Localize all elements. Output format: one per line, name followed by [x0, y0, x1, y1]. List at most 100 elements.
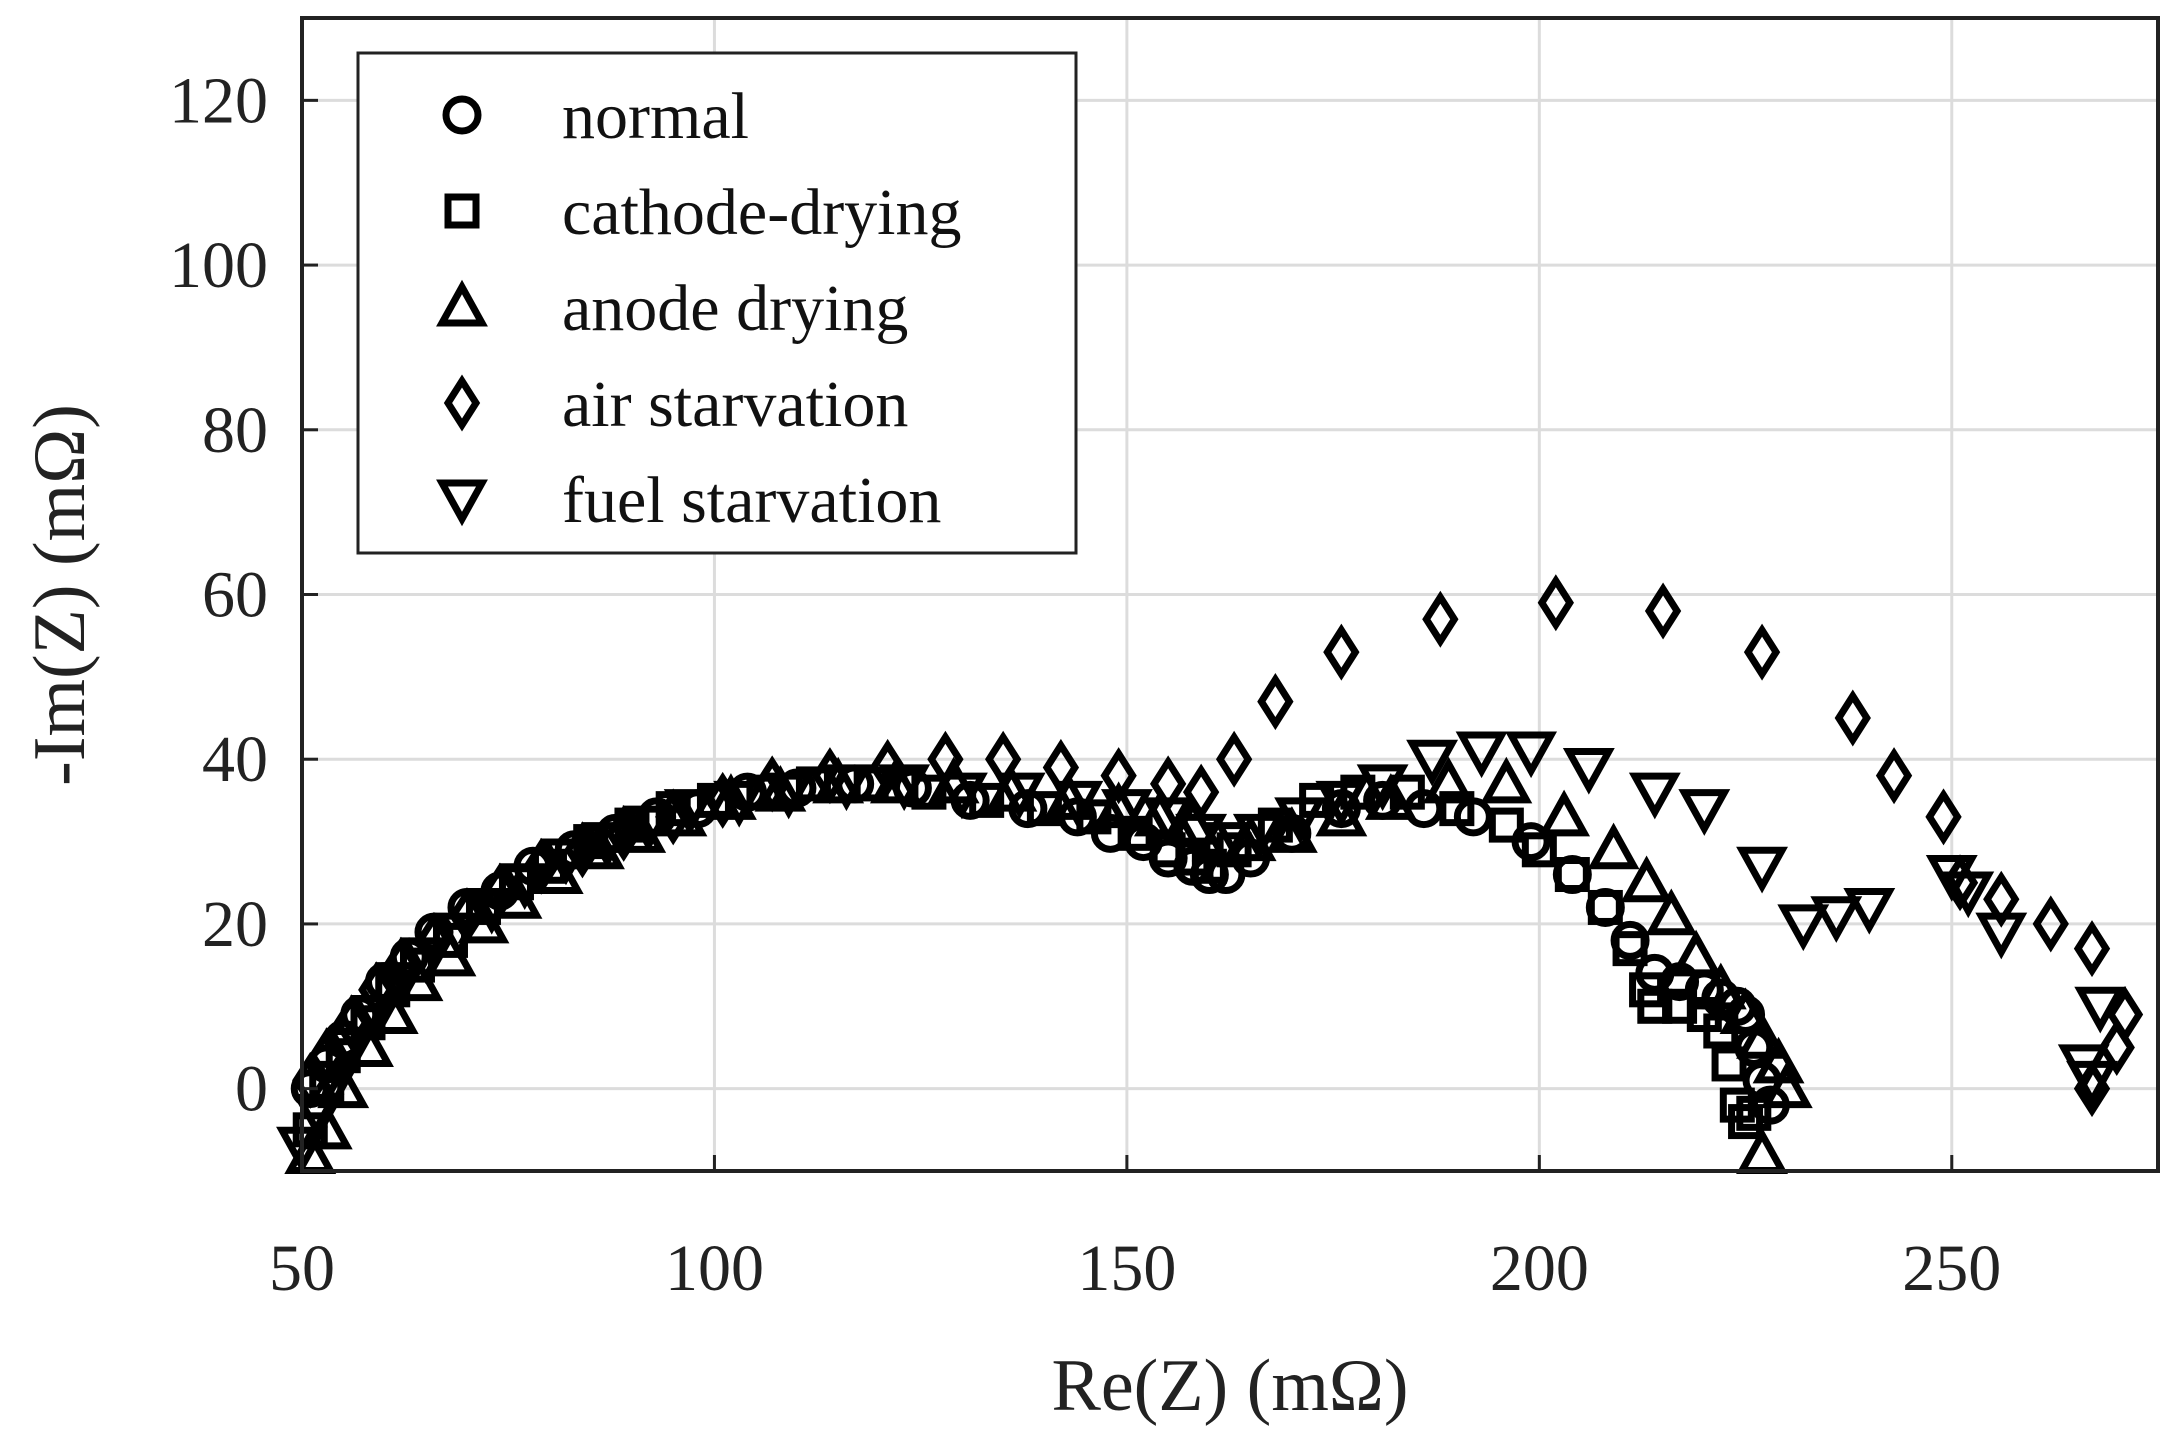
data-point-fuel-starvation — [375, 962, 427, 1009]
data-point-anode-drying — [1736, 1012, 1789, 1059]
data-point-fuel-starvation — [292, 1093, 345, 1141]
legend-marker-air-starvation — [443, 374, 481, 432]
data-point-anode-drying — [614, 806, 667, 853]
data-point-fuel-starvation — [309, 1060, 361, 1108]
data-point-fuel-starvation — [1232, 813, 1285, 861]
data-point-air-starvation — [523, 837, 560, 895]
data-point-fuel-starvation — [1051, 780, 1104, 828]
data-point-air-starvation — [1215, 730, 1253, 788]
data-point-anode-drying — [1719, 987, 1772, 1035]
data-point-cathode-drying — [1554, 857, 1590, 893]
data-point-fuel-starvation — [432, 912, 485, 960]
legend-label-anode-drying: anode drying — [562, 272, 908, 345]
data-point-fuel-starvation — [498, 863, 551, 910]
data-point-air-starvation — [1983, 870, 2020, 928]
data-markers — [276, 574, 2144, 1175]
y-tick-label: 120 — [169, 64, 268, 137]
data-point-air-starvation — [1644, 582, 1682, 640]
data-point-anode-drying — [317, 1061, 370, 1109]
data-point-fuel-starvation — [993, 772, 1046, 820]
data-point-fuel-starvation — [1562, 747, 1615, 795]
x-axis-title: Re(Z) (mΩ) — [1051, 1345, 1408, 1427]
x-tick-label: 150 — [1077, 1232, 1176, 1305]
data-point-anode-drying — [754, 764, 807, 812]
data-point-fuel-starvation — [1455, 731, 1508, 779]
data-point-fuel-starvation — [1406, 739, 1459, 787]
data-point-fuel-starvation — [1678, 789, 1731, 836]
data-point-air-starvation — [1422, 590, 1459, 648]
data-point-fuel-starvation — [1777, 904, 1830, 952]
data-point-cathode-drying — [1728, 1104, 1764, 1140]
data-point-fuel-starvation — [622, 805, 675, 853]
data-point-anode-drying — [1092, 781, 1145, 829]
data-point-fuel-starvation — [1843, 887, 1896, 935]
data-point-air-starvation — [1743, 623, 1781, 681]
x-tick-label: 100 — [665, 1232, 764, 1305]
data-point-air-starvation — [382, 936, 420, 994]
legend-label-fuel-starvation: fuel starvation — [562, 464, 941, 537]
data-point-anode-drying — [812, 756, 865, 804]
data-point-fuel-starvation — [1810, 896, 1863, 943]
legend-marker-cathode-drying — [444, 193, 480, 229]
data-point-anode-drying — [1043, 773, 1096, 820]
data-point-air-starvation — [1537, 574, 1574, 632]
data-point-anode-drying — [1670, 929, 1723, 977]
data-point-fuel-starvation — [581, 822, 634, 869]
data-point-air-starvation — [333, 994, 370, 1052]
data-point-air-starvation — [1925, 788, 1962, 846]
legend-box — [356, 51, 1078, 555]
x-tick-label: 50 — [269, 1232, 335, 1305]
y-tick-label: 20 — [202, 888, 268, 961]
data-point-anode-drying — [655, 789, 708, 837]
data-point-anode-drying — [1587, 822, 1640, 870]
data-point-air-starvation — [308, 1027, 345, 1085]
data-point-cathode-drying — [1488, 807, 1524, 843]
data-point-anode-drying — [573, 822, 625, 870]
legend-label-air-starvation: air starvation — [562, 368, 908, 441]
data-point-anode-drying — [1694, 962, 1747, 1010]
y-tick-label: 40 — [202, 723, 268, 796]
data-point-anode-drying — [985, 764, 1038, 812]
data-point-anode-drying — [1480, 756, 1533, 804]
data-point-fuel-starvation — [465, 887, 518, 935]
data-point-anode-drying — [366, 987, 419, 1035]
legend-marker-anode-drying — [436, 279, 488, 327]
data-point-fuel-starvation — [1505, 731, 1558, 779]
data-point-fuel-starvation — [1736, 846, 1789, 894]
data-point-cathode-drying — [1340, 774, 1376, 810]
data-point-anode-drying — [1422, 756, 1475, 804]
data-point-fuel-starvation — [1975, 912, 2028, 960]
legend-marker-normal — [442, 95, 482, 135]
data-point-anode-drying — [342, 1020, 394, 1067]
data-point-air-starvation — [2073, 920, 2111, 978]
data-point-fuel-starvation — [713, 780, 766, 828]
data-point-fuel-starvation — [1100, 789, 1153, 836]
data-point-fuel-starvation — [2066, 1060, 2118, 1108]
y-tick-label: 0 — [235, 1053, 268, 1126]
y-axis-title: -Im(Z) (mΩ) — [19, 404, 101, 786]
data-point-anode-drying — [1133, 789, 1186, 837]
data-point-anode-drying — [1760, 1061, 1813, 1109]
data-point-fuel-starvation — [1942, 871, 1995, 919]
data-point-air-starvation — [1834, 689, 1871, 747]
data-point-anode-drying — [1538, 789, 1591, 837]
legend-marker-fuel-starvation — [436, 479, 488, 527]
data-point-cathode-drying — [1587, 889, 1623, 925]
y-tick-label: 100 — [169, 229, 268, 302]
data-point-cathode-drying — [1439, 791, 1475, 827]
data-point-air-starvation — [1257, 673, 1294, 731]
data-point-fuel-starvation — [762, 772, 815, 820]
data-point-anode-drying — [1315, 789, 1368, 837]
legend-label-cathode-drying: cathode-drying — [562, 176, 962, 249]
data-point-air-starvation — [1323, 623, 1360, 681]
data-point-air-starvation — [2032, 895, 2069, 953]
y-tick-label: 80 — [202, 394, 268, 467]
data-point-fuel-starvation — [1356, 764, 1409, 812]
data-point-air-starvation — [1875, 747, 1913, 805]
series-fuel-starvation — [276, 731, 2127, 1174]
data-point-fuel-starvation — [820, 764, 873, 812]
data-point-cathode-drying — [1711, 1046, 1747, 1082]
data-point-fuel-starvation — [2074, 986, 2127, 1034]
